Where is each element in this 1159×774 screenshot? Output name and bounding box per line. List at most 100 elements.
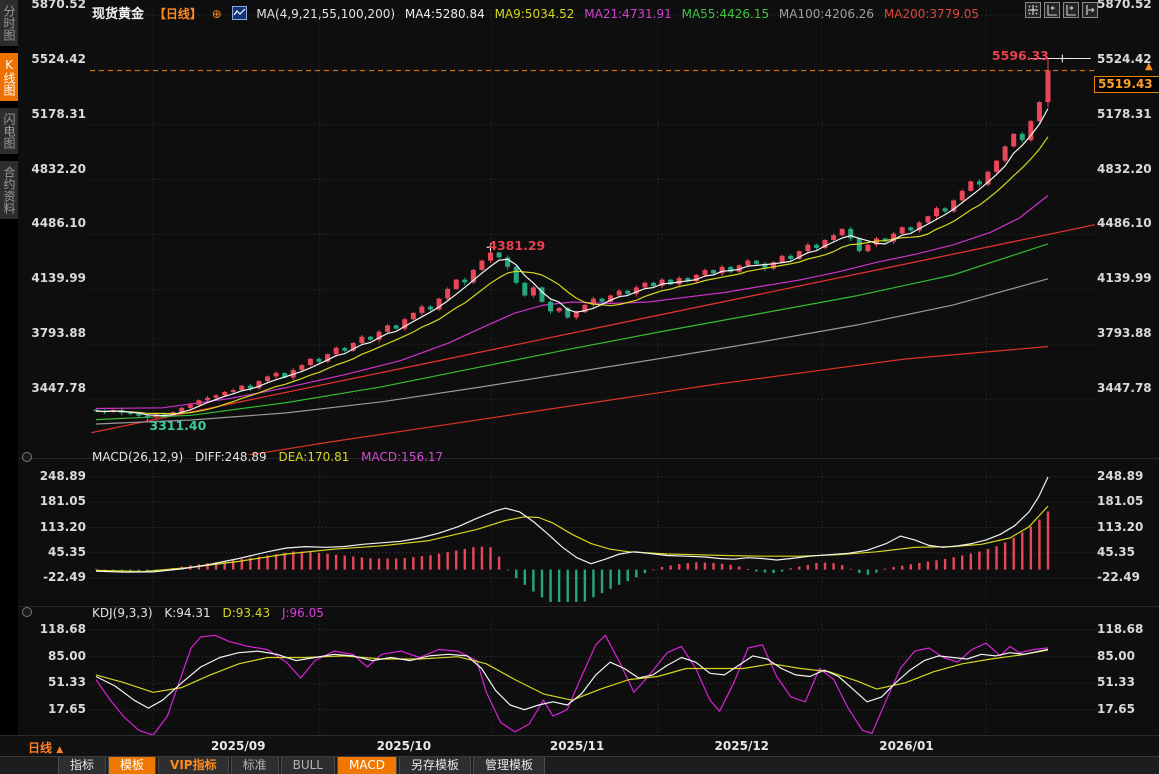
tab-save-template[interactable]: 另存模板 [398,757,471,774]
left-sidebar: 分时图 K线图 闪电图 合约资料 [0,0,18,735]
macd-left-axis: 248.89 181.05 113.20 45.35 -22.49 [18,465,86,602]
axis-tick-label: 3447.78 [31,381,86,395]
ma-params-label: MA(4,9,21,55,100,200) [256,7,396,21]
sidebar-item-lightning-chart[interactable]: 闪电图 [0,108,18,154]
time-axis: 日线 ▲ 2025/09 2025/10 2025/11 2025/12 2026/01 [0,735,1159,757]
macd-params-label: MACD(26,12,9) [92,450,184,464]
main-right-axis: 5870.52 5524.42 5178.31 4832.20 4486.10 4139.… [1097,0,1159,455]
tab-manage-template[interactable]: 管理模板 [473,757,546,774]
d-value: D:93.43 [222,606,271,620]
kdj-header: KDJ(9,3,3) K:94.31 D:93.43 J:96.05 [92,606,332,620]
axis-tick-label: 51.33 [48,675,86,690]
sidebar-item-kline-chart[interactable]: K线图 [0,53,18,101]
axis-tick-label: 45.35 [48,544,86,559]
panel-divider[interactable] [18,606,1159,607]
chart-toolbar [1025,2,1098,18]
chart-type-icon[interactable] [231,6,247,20]
macd-chart-canvas[interactable] [90,465,1095,602]
ma21-value: MA21:4731.91 [584,7,672,21]
macd-value: MACD:156.17 [361,450,444,464]
dea-value: DEA:170.81 [278,450,350,464]
axis-tick-label: 17.65 [1097,702,1135,716]
period-selector[interactable]: 日线 ▲ [28,741,64,755]
axis-tick-label: 5870.52 [1097,0,1152,11]
kdj-left-axis: 118.68 85.00 51.33 17.65 [18,612,86,735]
axis-tick-label: 181.05 [39,494,86,509]
main-chart-canvas[interactable]: 5596.33 4381.29 3311.40 [90,10,1095,455]
axis-tick-label: 118.68 [39,622,86,636]
ma4-value: MA4:5280.84 [404,7,485,21]
price-annotation: 4381.29 [488,238,545,253]
kdj-chart-canvas[interactable] [90,612,1095,735]
macd-right-axis: 248.89 181.05 113.20 45.35 -22.49 [1097,465,1159,602]
tab-templates[interactable]: 模板 [108,757,157,774]
ma100-value: MA100:4206.26 [778,7,875,21]
ma55-value: MA55:4426.15 [681,7,770,21]
sidebar-item-contract-info[interactable]: 合约资料 [0,161,18,219]
axis-tick-label: 4486.10 [31,216,86,231]
axis-tick-label: 4486.10 [1097,216,1152,231]
axis-tick-label: 4139.99 [31,271,86,286]
add-compare-icon[interactable]: ⊕ [211,7,222,21]
diff-value: DIFF:248.89 [194,450,267,464]
tab-vip-indicators[interactable]: VIP指标 [158,757,229,774]
tab-macd[interactable]: MACD [337,757,397,774]
bottom-toolbar: 指标 模板 VIP指标 标准 BULL MACD 另存模板 管理模板 [0,756,1159,774]
kdj-panel-toggle-icon[interactable] [22,607,32,617]
axis-tick-label: 4139.99 [1097,271,1152,286]
axis-tick-label: 4832.20 [1097,161,1152,176]
axis-tick-label: 118.68 [1097,622,1144,636]
macd-panel-toggle-icon[interactable] [22,452,32,462]
axis-tick-label: 45.35 [1097,544,1135,559]
date-tick-label: 2025/09 [210,739,266,753]
k-value: K:94.31 [164,606,211,620]
axis-tick-label: -22.49 [1097,570,1140,584]
sidebar-item-time-chart[interactable]: 分时图 [0,0,18,46]
kdj-params-label: KDJ(9,3,3) [92,606,153,620]
axis-tick-label: 248.89 [1097,469,1144,483]
tab-bull[interactable]: BULL [280,757,335,774]
ma200-value: MA200:3779.05 [883,7,980,21]
axis-tick-label: 5178.31 [1097,106,1152,121]
axis-tick-label: 248.89 [39,469,86,483]
axis-tick-label: 5870.52 [31,0,86,11]
price-annotation: 5596.33 [992,48,1049,63]
axis-tick-label: 5524.42 [1097,51,1152,66]
price-up-arrow-icon: ▲ [1145,61,1153,72]
axis-tick-label: -22.49 [43,570,86,584]
j-value: J:96.05 [281,606,324,620]
tab-standard[interactable]: 标准 [230,757,279,774]
triangle-up-icon: ▲ [56,745,64,755]
axis-tick-label: 85.00 [48,648,86,663]
date-tick-label: 2026/01 [879,739,934,753]
date-tick-label: 2025/11 [549,739,605,753]
axis-tick-label: 17.65 [48,702,86,716]
shift-right-icon[interactable] [1082,2,1098,18]
scale-left-axis-icon[interactable] [1044,2,1060,18]
kdj-right-axis: 118.68 85.00 51.33 17.65 [1097,612,1159,735]
axis-tick-label: 51.33 [1097,675,1135,690]
tab-indicators[interactable]: 指标 [58,757,107,774]
axis-tick-label: 3793.88 [31,326,86,341]
period-label[interactable]: 【日线】 [153,7,202,21]
axis-tick-label: 5524.42 [31,51,86,66]
scale-right-axis-icon[interactable] [1063,2,1079,18]
axis-tick-label: 5178.31 [31,106,86,121]
price-annotation: 3311.40 [149,418,206,433]
symbol-name: 现货黄金 [92,7,145,22]
axis-tick-label: 113.20 [1097,519,1144,534]
main-left-axis: 5870.52 5524.42 5178.31 4832.20 4486.10 4139.… [18,0,86,455]
date-tick-label: 2025/10 [376,739,432,753]
macd-header: MACD(26,12,9) DIFF:248.89 DEA:170.81 MAC… [92,450,451,464]
pan-crosshair-icon[interactable] [1025,2,1041,18]
axis-tick-label: 85.00 [1097,648,1135,663]
axis-tick-label: 113.20 [39,519,86,534]
ma9-value: MA9:5034.52 [494,7,575,21]
axis-tick-label: 4832.20 [31,161,86,176]
panel-divider[interactable] [18,458,1159,459]
axis-tick-label: 3447.78 [1097,381,1152,395]
axis-tick-label: 181.05 [1097,494,1144,509]
last-price-box: 5519.43 [1094,76,1159,93]
chart-header: 现货黄金 【日线】 ⊕ MA(4,9,21,55,100,200) MA4:52… [92,3,985,22]
